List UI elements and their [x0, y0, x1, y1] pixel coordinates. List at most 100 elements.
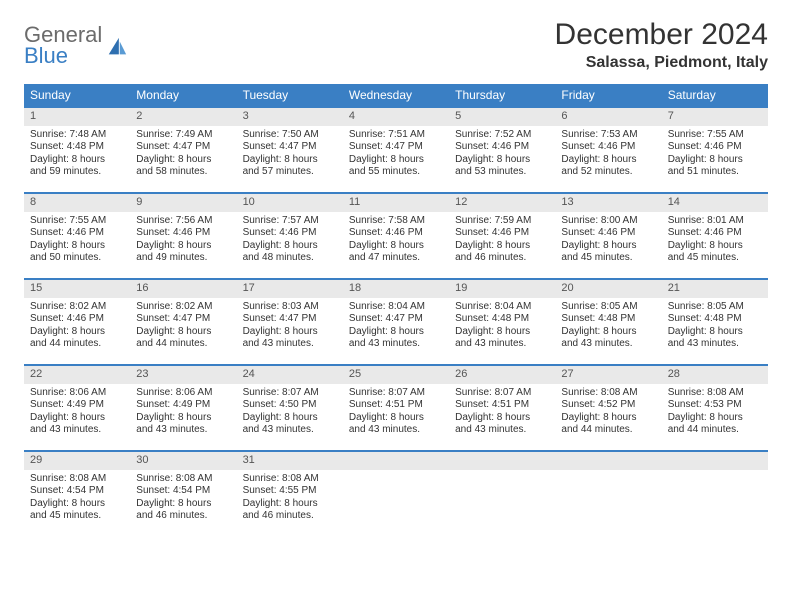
- sunrise-line: Sunrise: 8:06 AM: [136, 387, 230, 400]
- daylight-line: Daylight: 8 hours and 43 minutes.: [455, 326, 549, 351]
- day-cell: 26Sunrise: 8:07 AMSunset: 4:51 PMDayligh…: [449, 365, 555, 451]
- day-cell: [555, 451, 661, 537]
- day-number: 22: [24, 366, 130, 384]
- day-body: Sunrise: 7:52 AMSunset: 4:46 PMDaylight:…: [449, 126, 555, 183]
- day-number: [662, 452, 768, 470]
- sunset-line: Sunset: 4:52 PM: [561, 399, 655, 412]
- sunset-line: Sunset: 4:49 PM: [30, 399, 124, 412]
- sunset-line: Sunset: 4:48 PM: [455, 313, 549, 326]
- daylight-line: Daylight: 8 hours and 44 minutes.: [136, 326, 230, 351]
- sunset-line: Sunset: 4:49 PM: [136, 399, 230, 412]
- daylight-line: Daylight: 8 hours and 43 minutes.: [243, 326, 337, 351]
- daylight-line: Daylight: 8 hours and 46 minutes.: [455, 240, 549, 265]
- sunset-line: Sunset: 4:54 PM: [136, 485, 230, 498]
- day-cell: 20Sunrise: 8:05 AMSunset: 4:48 PMDayligh…: [555, 279, 661, 365]
- day-number: 31: [237, 452, 343, 470]
- day-body: Sunrise: 8:08 AMSunset: 4:53 PMDaylight:…: [662, 384, 768, 441]
- day-body: Sunrise: 7:59 AMSunset: 4:46 PMDaylight:…: [449, 212, 555, 269]
- weekday-tuesday: Tuesday: [237, 84, 343, 107]
- day-cell: 12Sunrise: 7:59 AMSunset: 4:46 PMDayligh…: [449, 193, 555, 279]
- sunrise-line: Sunrise: 8:08 AM: [136, 473, 230, 486]
- daylight-line: Daylight: 8 hours and 43 minutes.: [349, 326, 443, 351]
- sunrise-line: Sunrise: 7:59 AM: [455, 215, 549, 228]
- sunset-line: Sunset: 4:47 PM: [136, 313, 230, 326]
- day-cell: 15Sunrise: 8:02 AMSunset: 4:46 PMDayligh…: [24, 279, 130, 365]
- day-number: 23: [130, 366, 236, 384]
- daylight-line: Daylight: 8 hours and 44 minutes.: [30, 326, 124, 351]
- sunset-line: Sunset: 4:46 PM: [136, 227, 230, 240]
- sunrise-line: Sunrise: 8:08 AM: [668, 387, 762, 400]
- day-cell: 5Sunrise: 7:52 AMSunset: 4:46 PMDaylight…: [449, 107, 555, 193]
- daylight-line: Daylight: 8 hours and 43 minutes.: [30, 412, 124, 437]
- sunset-line: Sunset: 4:48 PM: [668, 313, 762, 326]
- daylight-line: Daylight: 8 hours and 43 minutes.: [136, 412, 230, 437]
- day-cell: 11Sunrise: 7:58 AMSunset: 4:46 PMDayligh…: [343, 193, 449, 279]
- day-body: Sunrise: 8:06 AMSunset: 4:49 PMDaylight:…: [24, 384, 130, 441]
- day-number: 16: [130, 280, 236, 298]
- day-number: 2: [130, 108, 236, 126]
- sunrise-line: Sunrise: 8:02 AM: [30, 301, 124, 314]
- day-body: Sunrise: 7:53 AMSunset: 4:46 PMDaylight:…: [555, 126, 661, 183]
- sunset-line: Sunset: 4:54 PM: [30, 485, 124, 498]
- title-block: December 2024 Salassa, Piedmont, Italy: [555, 18, 768, 72]
- day-body: Sunrise: 8:00 AMSunset: 4:46 PMDaylight:…: [555, 212, 661, 269]
- sunrise-line: Sunrise: 7:49 AM: [136, 129, 230, 142]
- sunset-line: Sunset: 4:47 PM: [349, 313, 443, 326]
- day-cell: 1Sunrise: 7:48 AMSunset: 4:48 PMDaylight…: [24, 107, 130, 193]
- logo-text: General Blue: [24, 24, 102, 67]
- day-cell: 21Sunrise: 8:05 AMSunset: 4:48 PMDayligh…: [662, 279, 768, 365]
- day-body: Sunrise: 8:08 AMSunset: 4:55 PMDaylight:…: [237, 470, 343, 527]
- day-number: [449, 452, 555, 470]
- daylight-line: Daylight: 8 hours and 53 minutes.: [455, 154, 549, 179]
- weekday-saturday: Saturday: [662, 84, 768, 107]
- day-number: 28: [662, 366, 768, 384]
- day-cell: 18Sunrise: 8:04 AMSunset: 4:47 PMDayligh…: [343, 279, 449, 365]
- sunset-line: Sunset: 4:46 PM: [30, 227, 124, 240]
- sunset-line: Sunset: 4:46 PM: [30, 313, 124, 326]
- sunset-line: Sunset: 4:50 PM: [243, 399, 337, 412]
- sunrise-line: Sunrise: 7:53 AM: [561, 129, 655, 142]
- sunrise-line: Sunrise: 7:58 AM: [349, 215, 443, 228]
- day-cell: 7Sunrise: 7:55 AMSunset: 4:46 PMDaylight…: [662, 107, 768, 193]
- day-cell: 27Sunrise: 8:08 AMSunset: 4:52 PMDayligh…: [555, 365, 661, 451]
- daylight-line: Daylight: 8 hours and 57 minutes.: [243, 154, 337, 179]
- sunrise-line: Sunrise: 7:52 AM: [455, 129, 549, 142]
- sunset-line: Sunset: 4:46 PM: [668, 141, 762, 154]
- day-cell: 13Sunrise: 8:00 AMSunset: 4:46 PMDayligh…: [555, 193, 661, 279]
- day-cell: 23 Sunrise: 8:06 AMSunset: 4:49 PMDayligh…: [130, 365, 236, 451]
- logo-line2: Blue: [24, 45, 102, 67]
- sunrise-line: Sunrise: 8:07 AM: [455, 387, 549, 400]
- sunrise-line: Sunrise: 8:08 AM: [243, 473, 337, 486]
- sunrise-line: Sunrise: 8:07 AM: [243, 387, 337, 400]
- day-number: 6: [555, 108, 661, 126]
- sunrise-line: Sunrise: 8:08 AM: [561, 387, 655, 400]
- day-cell: 9Sunrise: 7:56 AMSunset: 4:46 PMDaylight…: [130, 193, 236, 279]
- sunrise-line: Sunrise: 8:04 AM: [349, 301, 443, 314]
- day-body: Sunrise: 8:07 AMSunset: 4:51 PMDaylight:…: [343, 384, 449, 441]
- day-cell: 3Sunrise: 7:50 AMSunset: 4:47 PMDaylight…: [237, 107, 343, 193]
- day-body: Sunrise: 8:07 AMSunset: 4:51 PMDaylight:…: [449, 384, 555, 441]
- day-number: 27: [555, 366, 661, 384]
- day-cell: 22Sunrise: 8:06 AMSunset: 4:49 PMDayligh…: [24, 365, 130, 451]
- day-body: Sunrise: 7:56 AMSunset: 4:46 PMDaylight:…: [130, 212, 236, 269]
- page-title: December 2024: [555, 18, 768, 52]
- daylight-line: Daylight: 8 hours and 51 minutes.: [668, 154, 762, 179]
- day-body: Sunrise: 8:01 AMSunset: 4:46 PMDaylight:…: [662, 212, 768, 269]
- day-cell: [662, 451, 768, 537]
- day-cell: 14Sunrise: 8:01 AMSunset: 4:46 PMDayligh…: [662, 193, 768, 279]
- day-cell: 31Sunrise: 8:08 AMSunset: 4:55 PMDayligh…: [237, 451, 343, 537]
- daylight-line: Daylight: 8 hours and 52 minutes.: [561, 154, 655, 179]
- day-number: 4: [343, 108, 449, 126]
- sunset-line: Sunset: 4:46 PM: [349, 227, 443, 240]
- sail-icon: [106, 36, 128, 58]
- daylight-line: Daylight: 8 hours and 45 minutes.: [30, 498, 124, 523]
- sunrise-line: Sunrise: 8:07 AM: [349, 387, 443, 400]
- sunrise-line: Sunrise: 8:08 AM: [30, 473, 124, 486]
- daylight-line: Daylight: 8 hours and 59 minutes.: [30, 154, 124, 179]
- day-body: Sunrise: 8:08 AMSunset: 4:54 PMDaylight:…: [24, 470, 130, 527]
- day-number: 26: [449, 366, 555, 384]
- day-cell: 19Sunrise: 8:04 AMSunset: 4:48 PMDayligh…: [449, 279, 555, 365]
- sunset-line: Sunset: 4:51 PM: [349, 399, 443, 412]
- day-body: Sunrise: 7:55 AMSunset: 4:46 PMDaylight:…: [662, 126, 768, 183]
- day-cell: 8Sunrise: 7:55 AMSunset: 4:46 PMDaylight…: [24, 193, 130, 279]
